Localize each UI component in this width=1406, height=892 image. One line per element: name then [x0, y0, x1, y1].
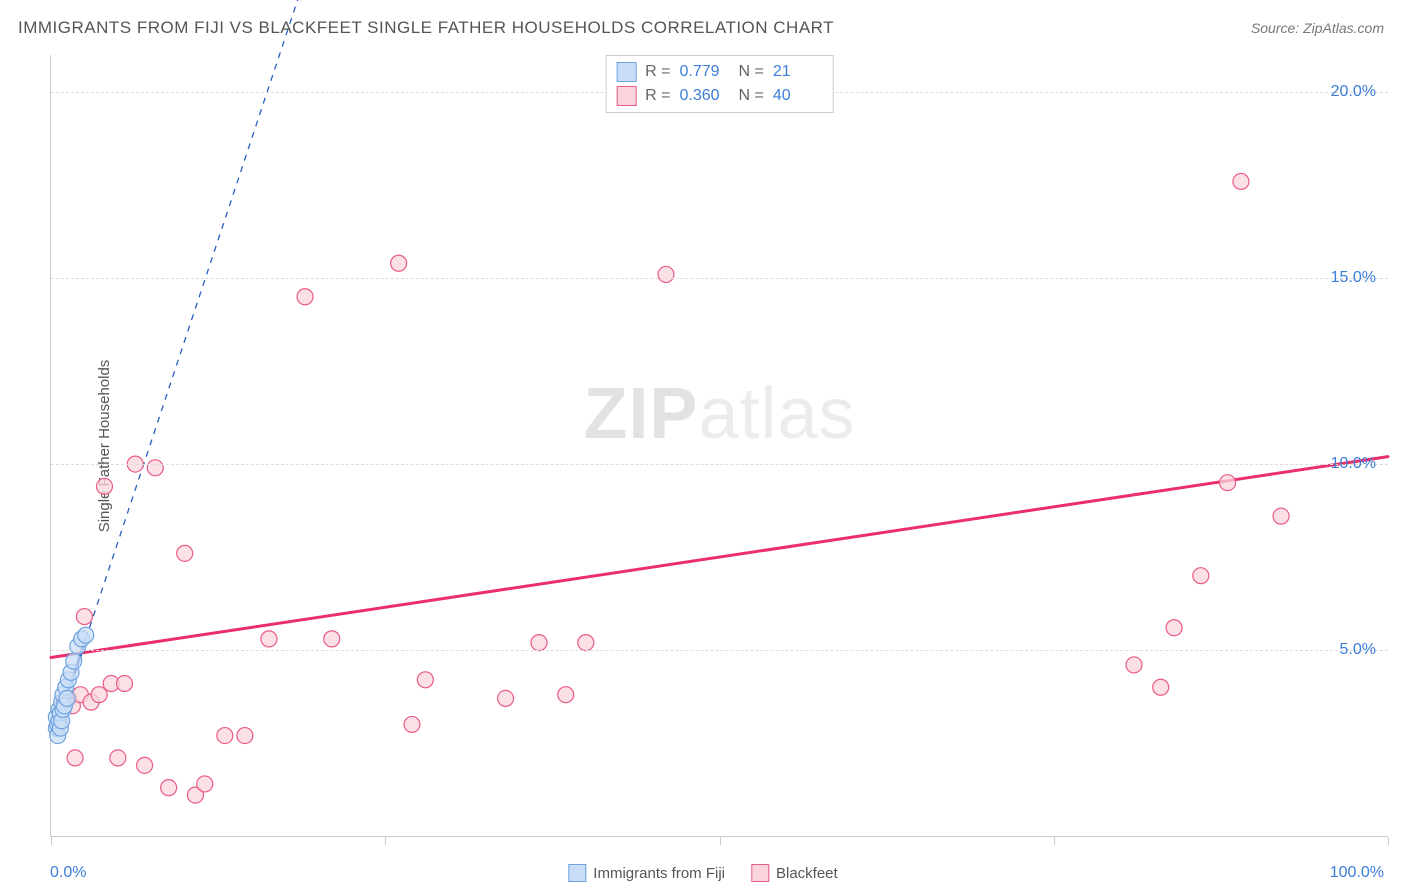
n-label: N = — [739, 60, 764, 84]
y-tick-label: 20.0% — [1331, 83, 1376, 101]
x-tick — [385, 837, 386, 845]
n-value: 21 — [773, 60, 823, 84]
x-tick — [1054, 837, 1055, 845]
gridline — [51, 650, 1388, 651]
legend-label: Immigrants from Fiji — [593, 865, 725, 882]
y-tick-label: 10.0% — [1331, 455, 1376, 473]
plot-area: ZIPatlas R = 0.779 N = 21 R = 0.360 N = … — [50, 55, 1388, 837]
y-tick-label: 15.0% — [1331, 269, 1376, 287]
n-value: 40 — [773, 84, 823, 108]
gridline — [51, 278, 1388, 279]
gridline — [51, 464, 1388, 465]
r-value: 0.779 — [680, 60, 730, 84]
x-tick — [51, 837, 52, 845]
r-label: R = — [645, 60, 670, 84]
x-tick — [720, 837, 721, 845]
x-tick — [1388, 837, 1389, 845]
chart-title: IMMIGRANTS FROM FIJI VS BLACKFEET SINGLE… — [18, 18, 834, 38]
legend-swatch-blackfeet — [751, 864, 769, 882]
correlation-legend: R = 0.779 N = 21 R = 0.360 N = 40 — [605, 55, 834, 113]
correlation-legend-row: R = 0.360 N = 40 — [616, 84, 823, 108]
legend-item-fiji: Immigrants from Fiji — [568, 864, 725, 882]
legend-swatch-fiji — [616, 62, 636, 82]
legend-swatch-fiji — [568, 864, 586, 882]
x-tick-label-min: 0.0% — [50, 864, 86, 882]
scatter-svg — [51, 55, 1388, 836]
x-tick-label-max: 100.0% — [1330, 864, 1384, 882]
source-value: ZipAtlas.com — [1303, 20, 1384, 36]
legend-item-blackfeet: Blackfeet — [751, 864, 838, 882]
source-attribution: Source: ZipAtlas.com — [1251, 20, 1384, 36]
r-label: R = — [645, 84, 670, 108]
legend-swatch-blackfeet — [616, 86, 636, 106]
n-label: N = — [739, 84, 764, 108]
series-legend: Immigrants from Fiji Blackfeet — [568, 864, 837, 882]
y-tick-label: 5.0% — [1340, 641, 1376, 659]
source-label: Source: — [1251, 20, 1303, 36]
legend-label: Blackfeet — [776, 865, 838, 882]
correlation-legend-row: R = 0.779 N = 21 — [616, 60, 823, 84]
r-value: 0.360 — [680, 84, 730, 108]
